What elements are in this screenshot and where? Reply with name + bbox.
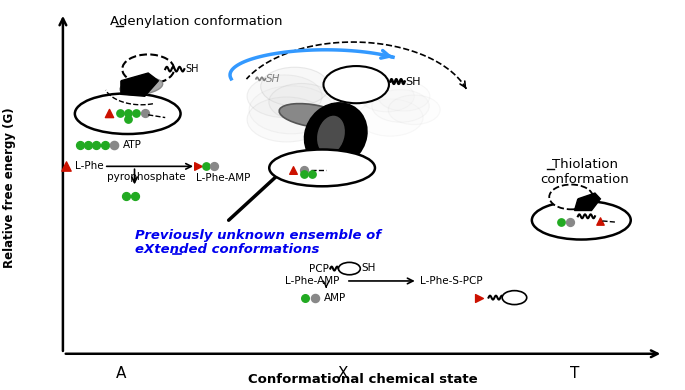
Text: X: X [337,365,348,381]
Point [114,110,125,116]
Text: L-Phe-AMP: L-Phe-AMP [284,276,339,286]
Point [122,110,133,116]
Circle shape [378,82,430,111]
Circle shape [269,83,334,121]
Point [201,163,212,170]
Text: SH: SH [266,74,281,84]
Point [75,142,86,149]
Circle shape [360,81,414,112]
Point [139,110,150,116]
Point [122,116,133,122]
Point [83,142,94,149]
Point [306,171,317,177]
Point [209,163,220,170]
Point [129,193,140,199]
Point [130,110,141,116]
Circle shape [249,86,334,134]
Point [298,171,309,177]
Point [298,167,309,173]
Circle shape [338,262,360,275]
Text: AMP: AMP [323,292,346,303]
Point [595,218,606,224]
PathPatch shape [121,73,158,96]
Ellipse shape [532,201,631,239]
Text: A: A [116,365,126,381]
Text: SH: SH [362,263,376,273]
Text: L-Phe-AMP: L-Phe-AMP [196,173,250,183]
Text: Previously unknown ensemble of: Previously unknown ensemble of [134,229,381,242]
Text: Relative free energy (G): Relative free energy (G) [3,107,16,268]
Point [192,163,203,170]
Circle shape [122,55,174,84]
Point [91,142,102,149]
Text: Thiolation
conformation: Thiolation conformation [540,158,629,186]
Point [288,167,299,173]
Point [99,142,110,149]
Text: eXtended conformations: eXtended conformations [134,243,319,256]
Ellipse shape [269,149,375,186]
Point [109,142,120,149]
Circle shape [323,66,389,103]
Text: SH: SH [186,64,199,74]
Text: pyrophosphate: pyrophosphate [108,172,186,182]
Ellipse shape [75,93,181,134]
Circle shape [372,90,429,122]
Circle shape [549,184,593,209]
Point [473,294,484,301]
Text: T: T [570,365,579,381]
Ellipse shape [317,116,345,154]
Text: L-Phe: L-Phe [75,161,103,171]
Point [120,193,131,199]
Text: PCP: PCP [309,264,329,273]
Circle shape [247,75,322,117]
Ellipse shape [305,103,366,167]
Text: ATP: ATP [123,140,142,151]
Point [104,110,115,116]
Point [556,219,566,225]
Text: SH: SH [406,76,421,87]
Ellipse shape [120,78,163,95]
Point [309,294,320,301]
Point [299,294,310,301]
Circle shape [502,291,527,305]
Point [61,163,72,170]
Ellipse shape [279,104,345,128]
Text: Conformational chemical state: Conformational chemical state [248,372,478,385]
Point [565,219,576,225]
Circle shape [358,99,423,136]
Text: Adenylation conformation: Adenylation conformation [110,15,282,28]
Circle shape [247,97,326,142]
Text: L-Phe-S-PCP: L-Phe-S-PCP [420,276,482,286]
Circle shape [261,67,329,106]
Circle shape [388,95,440,124]
PathPatch shape [575,193,600,211]
